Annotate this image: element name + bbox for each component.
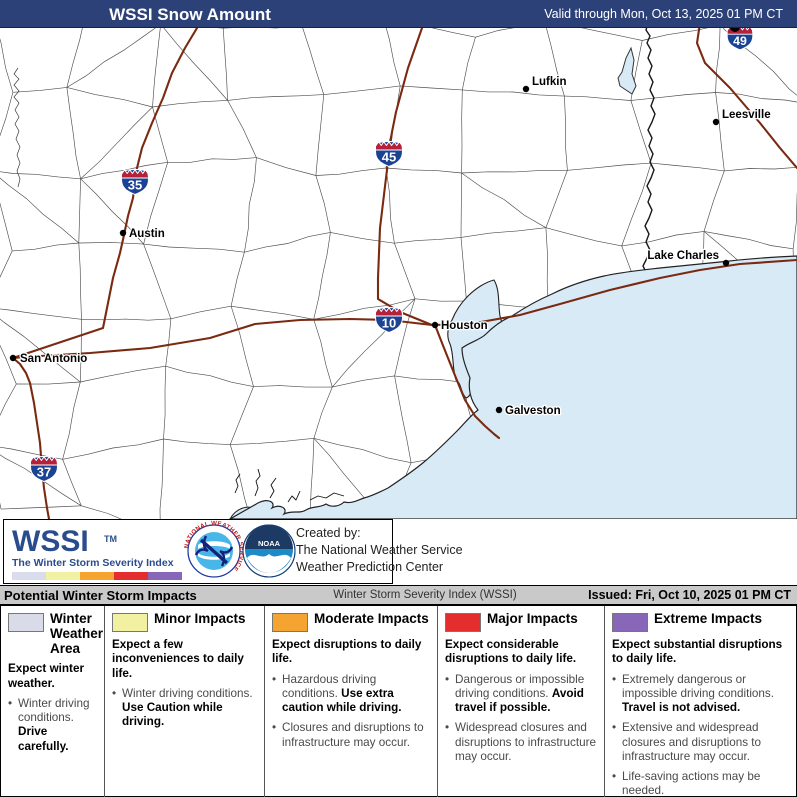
svg-text:NOAA: NOAA xyxy=(258,539,281,548)
svg-text:Houston: Houston xyxy=(441,320,488,332)
svg-text:Galveston: Galveston xyxy=(505,405,561,417)
svg-text:45: 45 xyxy=(382,150,396,165)
svg-text:TM: TM xyxy=(104,534,117,544)
svg-text:10: 10 xyxy=(382,316,396,331)
svg-text:San Antonio: San Antonio xyxy=(20,353,87,365)
svg-text:Lufkin: Lufkin xyxy=(532,76,567,88)
svg-text:The Winter Storm Severity Inde: The Winter Storm Severity Index xyxy=(12,557,174,569)
svg-text:Austin: Austin xyxy=(129,228,165,240)
svg-text:35: 35 xyxy=(128,178,142,193)
svg-text:Leesville: Leesville xyxy=(722,109,771,121)
svg-text:37: 37 xyxy=(37,465,51,480)
svg-text:Lake Charles: Lake Charles xyxy=(647,250,719,262)
svg-text:WSSI: WSSI xyxy=(12,525,89,558)
svg-text:49: 49 xyxy=(733,34,747,48)
